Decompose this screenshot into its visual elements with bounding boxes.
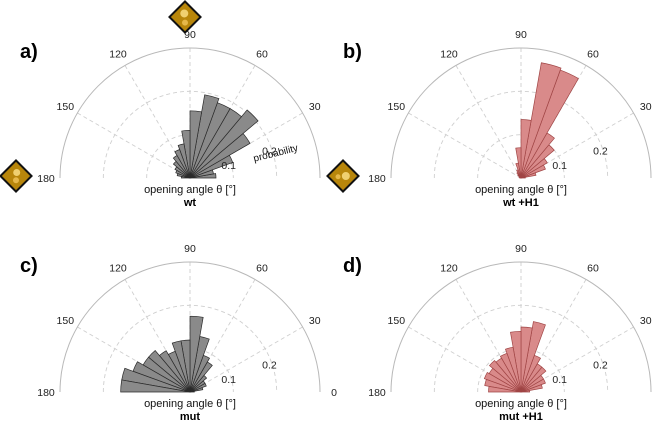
panel-a: a) 180 150 120 90 60 30 0 0.1 0.2 probab… — [0, 1, 358, 209]
panel-c: c) 180 150 120 90 60 30 0 0.1 0.2 openin… — [20, 243, 337, 422]
radial-tick-0.2: 0.2 — [593, 359, 608, 371]
angle-tick-150: 150 — [388, 101, 406, 113]
x-axis-label: opening angle θ [°] — [475, 184, 567, 196]
panel-letter: c) — [20, 255, 38, 277]
angle-tick-60: 60 — [587, 48, 599, 60]
angle-tick-30: 30 — [309, 315, 321, 327]
radial-tick-0.2: 0.2 — [593, 145, 608, 157]
radial-tick-0.1: 0.1 — [552, 160, 567, 172]
angle-tick-150: 150 — [388, 315, 406, 327]
condition-label: wt — [183, 197, 197, 209]
afm-thumbnail-180 — [0, 160, 31, 191]
histogram-bars — [516, 63, 579, 178]
x-axis-label: opening angle θ [°] — [475, 398, 567, 410]
condition-label: mut +H1 — [499, 411, 543, 422]
radial-tick-0.1: 0.1 — [221, 160, 236, 172]
angle-tick-30: 30 — [640, 101, 652, 113]
angle-tick-0: 0 — [331, 387, 337, 399]
grid-spoke-150 — [408, 113, 521, 178]
angle-tick-90: 90 — [515, 243, 527, 255]
angle-tick-60: 60 — [256, 262, 268, 274]
panel-letter: a) — [20, 41, 38, 63]
panel-d: d) 180 150 120 90 60 30 0 0.1 0.2 openin… — [343, 243, 660, 422]
panel-b: b) 180 150 120 90 60 30 0 0.1 0.2 openin… — [343, 29, 660, 209]
angle-tick-180: 180 — [368, 387, 386, 399]
angle-tick-30: 30 — [640, 315, 652, 327]
grid-spoke-120 — [456, 65, 521, 178]
histogram-bars — [121, 316, 213, 392]
x-axis-label: opening angle θ [°] — [144, 398, 236, 410]
grid-spoke-150 — [77, 113, 190, 178]
afm-thumbnail-90 — [169, 1, 200, 32]
panel-letter: b) — [343, 41, 362, 63]
x-axis-label: opening angle θ [°] — [144, 184, 236, 196]
angle-tick-90: 90 — [515, 29, 527, 41]
angle-tick-180: 180 — [368, 173, 386, 185]
angle-tick-180: 180 — [37, 173, 55, 185]
angle-tick-120: 120 — [109, 48, 127, 60]
angle-tick-60: 60 — [256, 48, 268, 60]
angle-tick-150: 150 — [57, 101, 75, 113]
histogram-bars — [173, 95, 258, 178]
angle-tick-150: 150 — [57, 315, 75, 327]
condition-label: wt +H1 — [502, 197, 539, 209]
panel-letter: d) — [343, 255, 362, 277]
angle-tick-180: 180 — [37, 387, 55, 399]
angle-tick-30: 30 — [309, 101, 321, 113]
angle-tick-120: 120 — [109, 262, 127, 274]
histogram-bars — [484, 322, 546, 392]
condition-label: mut — [180, 411, 201, 422]
radial-tick-0.2: 0.2 — [262, 359, 277, 371]
angle-tick-60: 60 — [587, 262, 599, 274]
afm-thumbnail-0 — [327, 160, 358, 191]
angle-tick-90: 90 — [184, 243, 196, 255]
angle-tick-120: 120 — [440, 48, 458, 60]
angle-tick-120: 120 — [440, 262, 458, 274]
radial-tick-0.1: 0.1 — [221, 374, 236, 386]
radial-tick-0.1: 0.1 — [552, 374, 567, 386]
